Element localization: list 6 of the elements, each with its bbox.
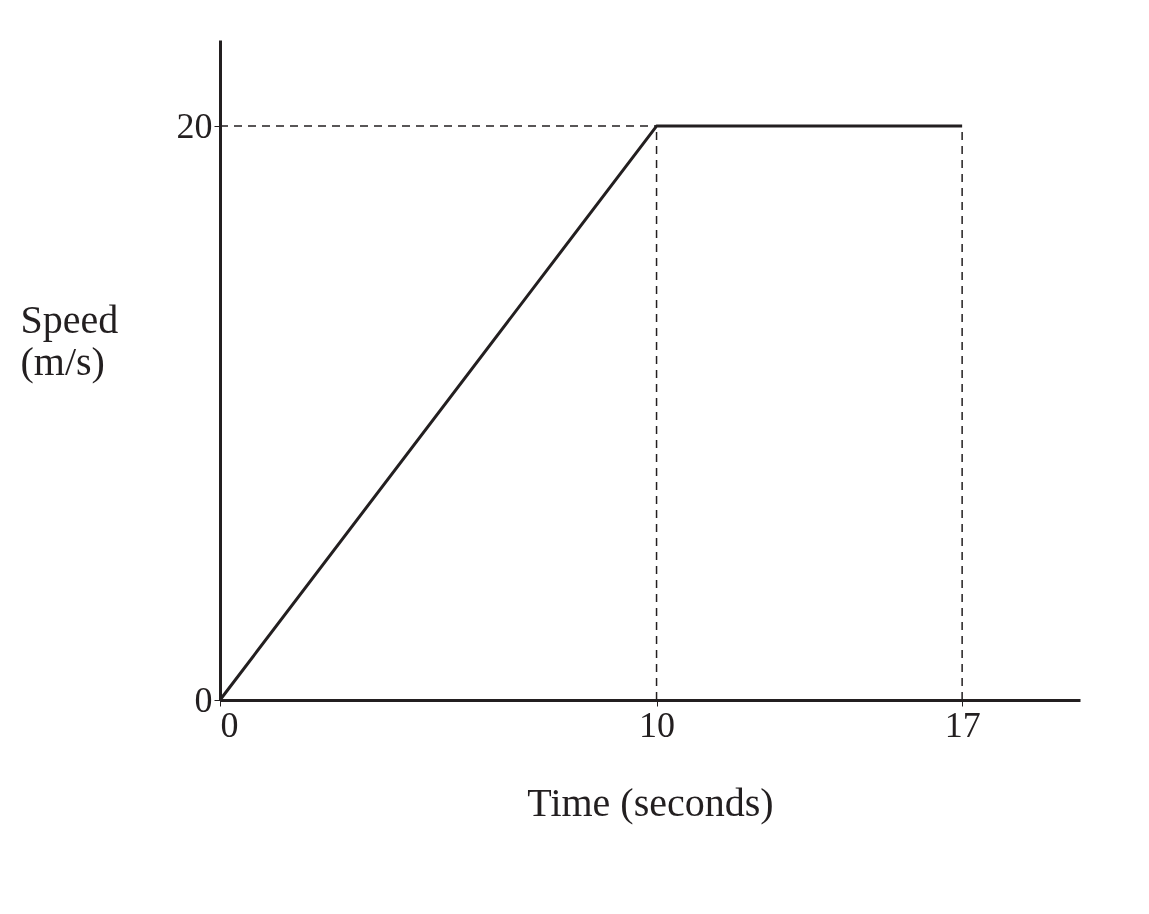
- x-tick-label: 0: [220, 704, 239, 745]
- x-tick-label: 17: [944, 704, 981, 745]
- y-tick-label: 20: [176, 105, 213, 146]
- x-axis-title: Time (seconds): [527, 779, 774, 825]
- x-tick-label: 10: [639, 704, 676, 745]
- y-axis-title: Speed (m/s): [20, 296, 119, 384]
